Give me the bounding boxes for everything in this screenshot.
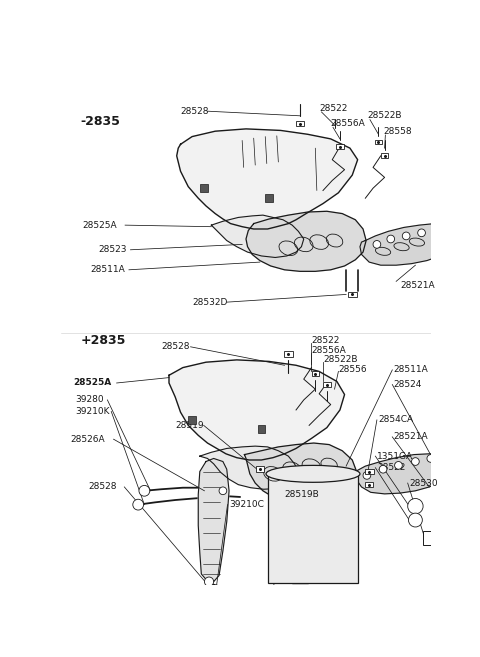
Bar <box>296 121 304 126</box>
Circle shape <box>387 235 395 243</box>
Circle shape <box>204 588 214 597</box>
Bar <box>365 482 373 487</box>
Bar <box>336 144 344 149</box>
Text: 28528: 28528 <box>161 342 190 351</box>
Polygon shape <box>198 459 229 581</box>
Circle shape <box>373 240 381 248</box>
Bar <box>273 595 281 599</box>
Text: 28522: 28522 <box>319 104 348 112</box>
Text: 28528: 28528 <box>180 106 209 116</box>
Text: +2835: +2835 <box>81 334 126 347</box>
Text: 28528: 28528 <box>88 482 117 491</box>
Circle shape <box>395 461 402 469</box>
Polygon shape <box>355 454 450 494</box>
Text: 28511A: 28511A <box>394 365 429 374</box>
Text: 28558: 28558 <box>383 127 412 136</box>
Circle shape <box>446 225 454 233</box>
Text: -2835: -2835 <box>81 115 120 127</box>
Circle shape <box>408 499 423 514</box>
Text: 28530: 28530 <box>409 478 438 487</box>
Text: 28525A: 28525A <box>73 378 111 388</box>
Circle shape <box>133 499 144 510</box>
Bar <box>365 468 373 474</box>
Text: 28556: 28556 <box>338 365 367 374</box>
Text: 28522: 28522 <box>377 463 405 472</box>
Bar <box>323 382 331 387</box>
Text: 28511A: 28511A <box>90 265 125 275</box>
Bar <box>348 292 357 297</box>
Circle shape <box>219 487 227 495</box>
Polygon shape <box>360 223 458 265</box>
Text: 28525A: 28525A <box>83 221 118 230</box>
Text: 39210C: 39210C <box>229 500 264 509</box>
Text: 28522B: 28522B <box>368 111 402 120</box>
Polygon shape <box>244 443 357 503</box>
Bar <box>375 139 382 145</box>
Bar <box>258 425 265 433</box>
Bar <box>199 596 207 601</box>
Text: 28521A: 28521A <box>394 432 429 442</box>
Bar <box>255 466 264 472</box>
Bar <box>432 465 441 470</box>
Circle shape <box>408 513 422 527</box>
Circle shape <box>441 454 448 461</box>
Text: 28532D: 28532D <box>192 298 228 307</box>
Text: 28523: 28523 <box>98 245 127 254</box>
Circle shape <box>433 227 441 235</box>
Bar <box>267 474 359 583</box>
Bar <box>284 351 293 357</box>
Bar <box>423 531 460 545</box>
Polygon shape <box>177 129 358 229</box>
Circle shape <box>204 577 214 586</box>
Text: 28526A: 28526A <box>71 435 105 443</box>
Text: 28556A: 28556A <box>331 119 365 128</box>
Circle shape <box>402 232 410 240</box>
Circle shape <box>418 229 425 237</box>
Polygon shape <box>169 360 345 460</box>
Text: 28521A: 28521A <box>400 281 434 290</box>
Polygon shape <box>211 215 304 258</box>
Circle shape <box>379 465 387 473</box>
Bar <box>200 185 207 192</box>
Bar <box>312 371 319 376</box>
Circle shape <box>139 486 150 496</box>
Text: 1351GA: 1351GA <box>377 451 413 461</box>
Text: 28556A: 28556A <box>312 346 346 355</box>
Bar <box>381 154 388 158</box>
Bar <box>265 194 273 202</box>
Circle shape <box>427 455 435 463</box>
Text: 28519B: 28519B <box>285 490 319 499</box>
Text: 28524: 28524 <box>394 380 422 389</box>
Circle shape <box>411 458 419 465</box>
Text: 39210K: 39210K <box>75 407 109 416</box>
Text: 28522B: 28522B <box>323 355 358 365</box>
Text: 28522: 28522 <box>312 336 340 345</box>
Text: 28519: 28519 <box>175 421 204 430</box>
Circle shape <box>363 472 371 479</box>
Text: 2854CA: 2854CA <box>378 415 414 424</box>
Ellipse shape <box>266 465 360 482</box>
Bar <box>188 416 196 424</box>
Text: 39280: 39280 <box>75 396 104 405</box>
Polygon shape <box>200 446 299 489</box>
Polygon shape <box>246 212 366 271</box>
